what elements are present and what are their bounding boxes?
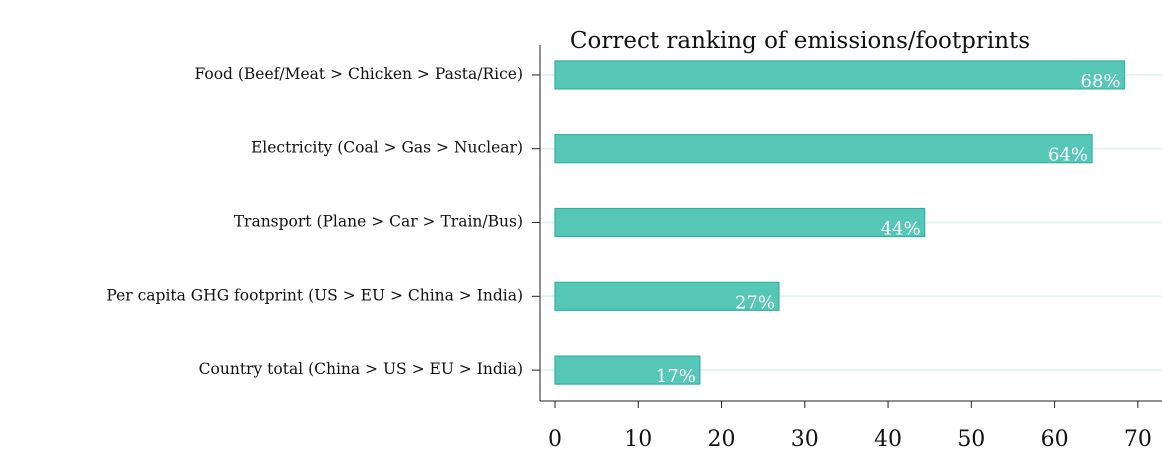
y-tick-label: Electricity (Coal > Gas > Nuclear) [251, 139, 523, 157]
data-label: 44% [881, 219, 921, 240]
x-tick-label: 0 [548, 427, 562, 452]
y-tick-label: Per capita GHG footprint (US > EU > Chin… [106, 286, 523, 304]
bar [554, 134, 1093, 164]
x-tick-label: 60 [1041, 427, 1069, 452]
bar [554, 207, 926, 238]
y-tick-label: Food (Beef/Meat > Chicken > Pasta/Rice) [194, 65, 523, 83]
x-tick-label: 50 [957, 427, 985, 452]
x-tick-label: 70 [1124, 427, 1152, 452]
x-tick-label: 30 [791, 427, 819, 452]
bar [554, 281, 780, 311]
bar [554, 355, 701, 385]
data-label: 17% [656, 366, 696, 387]
x-tick-label: 40 [874, 427, 902, 452]
x-tick-label: 20 [708, 427, 736, 452]
chart-title: Correct ranking of emissions/footprints [570, 28, 1030, 54]
y-tick-label: Country total (China > US > EU > India) [199, 360, 523, 378]
y-tick-label: Transport (Plane > Car > Train/Bus) [234, 213, 523, 231]
bar [554, 60, 1126, 90]
data-label: 68% [1081, 71, 1121, 92]
data-label: 27% [735, 292, 775, 313]
x-tick-label: 10 [624, 427, 652, 452]
data-label: 64% [1048, 145, 1088, 166]
